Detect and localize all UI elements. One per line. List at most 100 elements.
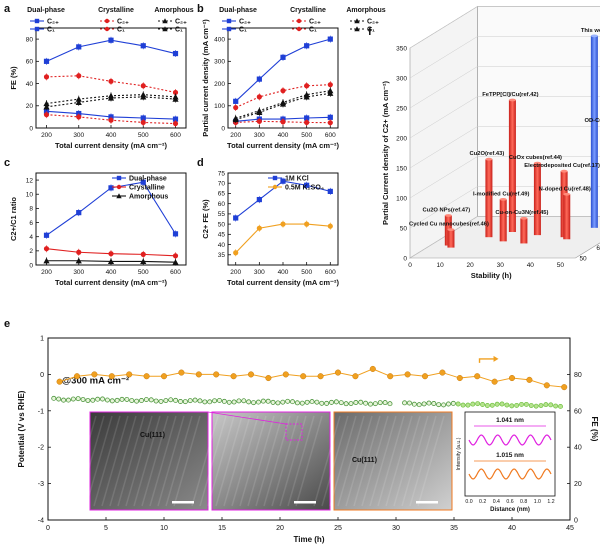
potential-point-e	[65, 397, 71, 403]
data-point-b	[233, 104, 239, 111]
data-point-c	[107, 258, 115, 265]
x-tick-label-a: 300	[73, 132, 84, 139]
fe-point-e	[282, 371, 289, 378]
data-point-a	[140, 93, 147, 100]
profile-x-tick-label: 1.0	[534, 499, 541, 505]
potential-point-e	[519, 401, 524, 407]
data-point-a	[108, 117, 114, 123]
scale-bar-3	[416, 501, 438, 504]
potential-point-e	[377, 400, 383, 406]
x-axis-label-d: Total current density (mA cm⁻²)	[227, 278, 339, 287]
data-point-d	[304, 221, 310, 227]
bar-f	[563, 194, 571, 240]
lattice-fringe	[223, 415, 251, 507]
bar-label-f: Cycled Cu nanocubes(ref.46)	[409, 222, 489, 228]
legend-label-d: 1M KCl	[285, 176, 309, 183]
y-tick-label-d: 70	[218, 181, 226, 188]
potential-point-e	[260, 398, 266, 404]
data-point-c	[43, 232, 50, 238]
y-tick-label-e: 0	[40, 372, 44, 379]
legend-group-title-b: Dual-phase	[219, 7, 257, 14]
potential-point-e	[280, 399, 286, 405]
legend-label-d: 0.5M K₂SO₄	[285, 185, 324, 192]
potential-point-e	[528, 403, 534, 408]
panel-letter-a: a	[4, 3, 11, 15]
data-point-c	[75, 257, 82, 264]
lattice-fringe	[409, 415, 437, 507]
data-point-a	[43, 58, 50, 64]
potential-point-e	[358, 399, 364, 405]
x-tick-label-e: 30	[392, 525, 400, 532]
profile-wave	[468, 468, 552, 480]
legend-marker-c	[116, 184, 122, 190]
panel-letter-c: c	[4, 157, 10, 169]
potential-point-e	[455, 401, 461, 407]
y-tick-label-d: 65	[218, 191, 226, 198]
y2-axis-label-e: FE (%)	[590, 417, 599, 442]
data-point-b	[327, 82, 333, 88]
data-point-b	[256, 118, 262, 124]
y-tick-label-c: 10	[26, 192, 34, 199]
x-axis-label-c: Total current density (mA cm⁻²)	[55, 278, 167, 287]
legend-label-b: C₂₊	[309, 19, 321, 26]
x-tick-label-d: 200	[230, 269, 241, 276]
y-axis-label-d: C2+ FE (%)	[201, 199, 210, 239]
lattice-fringe	[271, 415, 299, 507]
y-tick-label-b: 400	[214, 36, 225, 43]
data-point-c	[140, 179, 146, 185]
lattice-fringe	[133, 415, 161, 507]
x-tick-label-e: 5	[104, 525, 108, 532]
potential-point-e	[246, 399, 252, 405]
lattice-fringe	[207, 415, 235, 507]
x-tick-label-e: 20	[276, 525, 284, 532]
data-point-b	[256, 109, 263, 116]
fe-point-e	[178, 369, 185, 376]
potential-point-e	[319, 400, 325, 406]
x-tick-label-a: 400	[106, 132, 117, 139]
legend-label-b: C₂₊	[239, 19, 251, 26]
x-tick-label-d: 500	[301, 269, 312, 276]
potential-point-e	[426, 400, 432, 406]
x-tick-label-f: 20	[467, 262, 475, 269]
data-point-a	[75, 99, 82, 106]
fe-point-e	[247, 371, 255, 378]
potential-point-e	[353, 400, 359, 405]
fe-point-e	[369, 365, 376, 372]
potential-point-e	[475, 401, 481, 407]
potential-point-e	[275, 400, 281, 406]
legend-label-b: C₂₊	[367, 19, 379, 26]
fe-point-e	[108, 373, 115, 380]
y-axis-label-a: FE (%)	[9, 66, 18, 90]
profile-x-tick-label: 0.6	[506, 499, 513, 505]
potential-point-e	[324, 400, 330, 406]
bar-top-f	[533, 161, 541, 165]
data-point-d	[327, 188, 333, 194]
legend-group-title-a: Crystalline	[98, 7, 134, 14]
potential-point-e	[416, 402, 422, 408]
potential-point-e	[104, 397, 110, 403]
lattice-fringe	[85, 415, 113, 507]
inset-label-1: Cu(111)	[140, 432, 165, 439]
legend-label-a: C₁	[117, 27, 125, 34]
data-point-d	[280, 178, 286, 184]
fe-point-e	[56, 378, 63, 385]
gridline-f	[409, 126, 600, 169]
gridline-f	[409, 216, 600, 259]
y-tick-label-f: 200	[396, 135, 407, 142]
data-point-c	[43, 246, 50, 252]
potential-point-e	[75, 396, 81, 402]
potential-point-e	[192, 397, 198, 403]
potential-point-e	[314, 399, 320, 405]
potential-point-e	[270, 399, 276, 405]
lattice-fringe	[329, 415, 357, 507]
potential-point-e	[143, 397, 149, 403]
tem-image-2	[211, 411, 331, 511]
potential-point-e	[509, 403, 515, 409]
potential-point-e	[504, 402, 510, 408]
legend-marker-a	[162, 26, 168, 32]
y-tick-label-f: 0	[403, 255, 407, 262]
potential-point-e	[460, 402, 466, 408]
potential-point-e	[265, 398, 271, 404]
potential-point-e	[514, 402, 520, 408]
data-point-a	[172, 89, 179, 96]
